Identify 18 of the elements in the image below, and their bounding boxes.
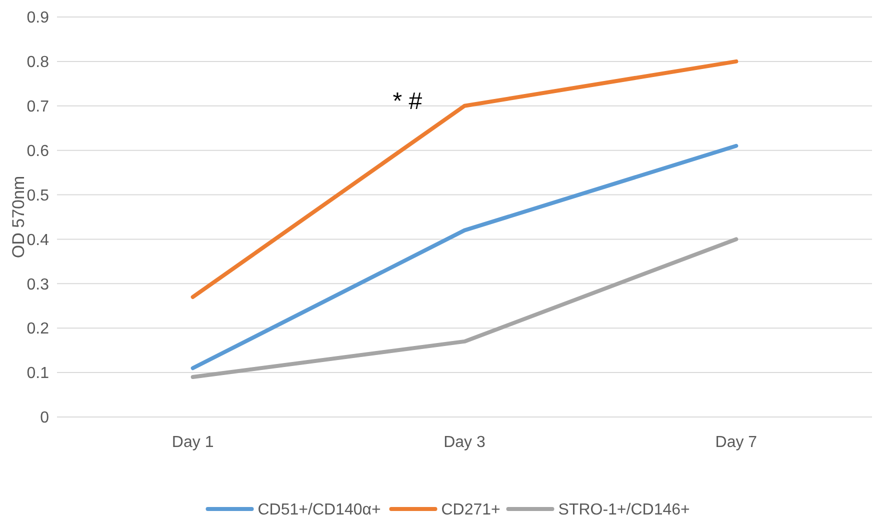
y-tick-label: 0.3 <box>26 276 50 294</box>
y-tick-label: 0.2 <box>26 320 50 338</box>
legend-label: CD51+/CD140α+ <box>258 502 381 519</box>
y-axis-title: OD 570nm <box>9 176 28 258</box>
y-tick-label: 0.7 <box>26 98 50 116</box>
y-tick-label: 0.9 <box>26 10 50 27</box>
y-tick-label: 0 <box>40 410 50 427</box>
y-tick-label: 0.5 <box>26 187 50 204</box>
x-tick-label: Day 3 <box>444 434 486 451</box>
x-tick-label: Day 7 <box>715 434 758 451</box>
legend-label: STRO-1+/CD146+ <box>558 502 690 519</box>
y-tick-label: 0.1 <box>26 365 50 382</box>
y-tick-label: 0.6 <box>26 142 50 160</box>
annotation: * # <box>392 88 423 115</box>
y-tick-label: 0.4 <box>26 232 50 249</box>
legend-label: CD271+ <box>441 502 500 519</box>
x-tick-label: Day 1 <box>172 434 214 451</box>
y-tick-label: 0.8 <box>26 54 50 72</box>
